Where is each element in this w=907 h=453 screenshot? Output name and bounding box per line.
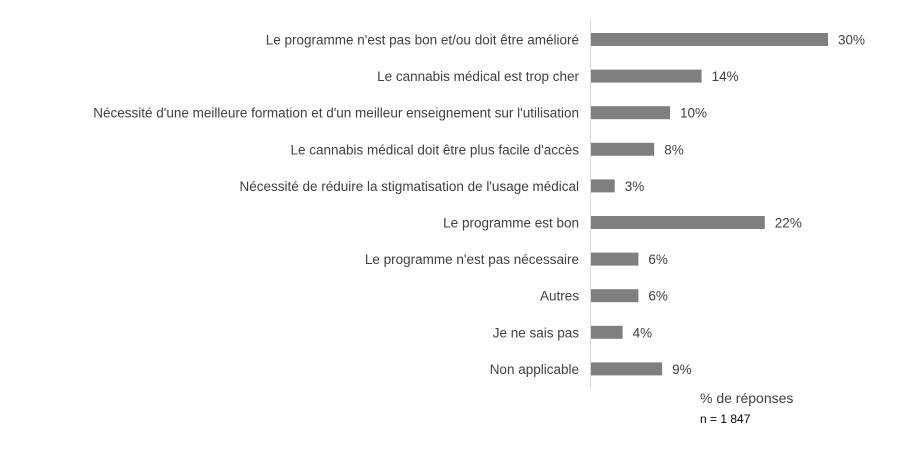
value-label: 8%: [664, 142, 684, 157]
value-label: 6%: [648, 289, 668, 304]
sample-size-note: n = 1 847: [700, 412, 751, 426]
category-label: Le cannabis médical doit être plus facil…: [291, 142, 580, 157]
category-label: Je ne sais pas: [493, 325, 580, 340]
value-label: 9%: [672, 362, 692, 377]
category-label: Le programme n'est pas nécessaire: [365, 252, 579, 267]
bar: [591, 106, 670, 120]
bar: [591, 362, 663, 376]
value-label: 10%: [680, 106, 707, 121]
category-label: Nécessité d'une meilleure formation et d…: [93, 106, 579, 121]
category-label: Le programme est bon: [443, 216, 579, 231]
bar: [591, 289, 639, 303]
bar: [591, 216, 765, 229]
category-labels: Le programme n'est pas bon et/ou doit êt…: [93, 33, 579, 377]
bar: [591, 252, 639, 266]
x-axis-label: % de réponses: [700, 390, 793, 406]
bar: [591, 142, 655, 156]
value-label: 22%: [775, 216, 802, 231]
bar: [591, 325, 623, 339]
category-label: Autres: [540, 289, 579, 304]
category-label: Le programme n'est pas bon et/ou doit êt…: [266, 33, 579, 48]
category-label: Nécessité de réduire la stigmatisation d…: [239, 179, 579, 194]
value-label: 4%: [633, 325, 653, 340]
category-label: Le cannabis médical est trop cher: [377, 69, 579, 84]
bar: [591, 179, 615, 193]
bar: [591, 33, 828, 46]
value-label: 6%: [648, 252, 668, 267]
bars: [591, 33, 828, 376]
value-label: 30%: [838, 33, 865, 48]
value-label: 14%: [712, 69, 739, 84]
value-labels: 30% 14% 10% 8% 3% 22% 6% 6% 4% 9%: [625, 33, 865, 377]
bar: [591, 69, 702, 83]
category-label: Non applicable: [490, 362, 579, 377]
value-label: 3%: [625, 179, 645, 194]
